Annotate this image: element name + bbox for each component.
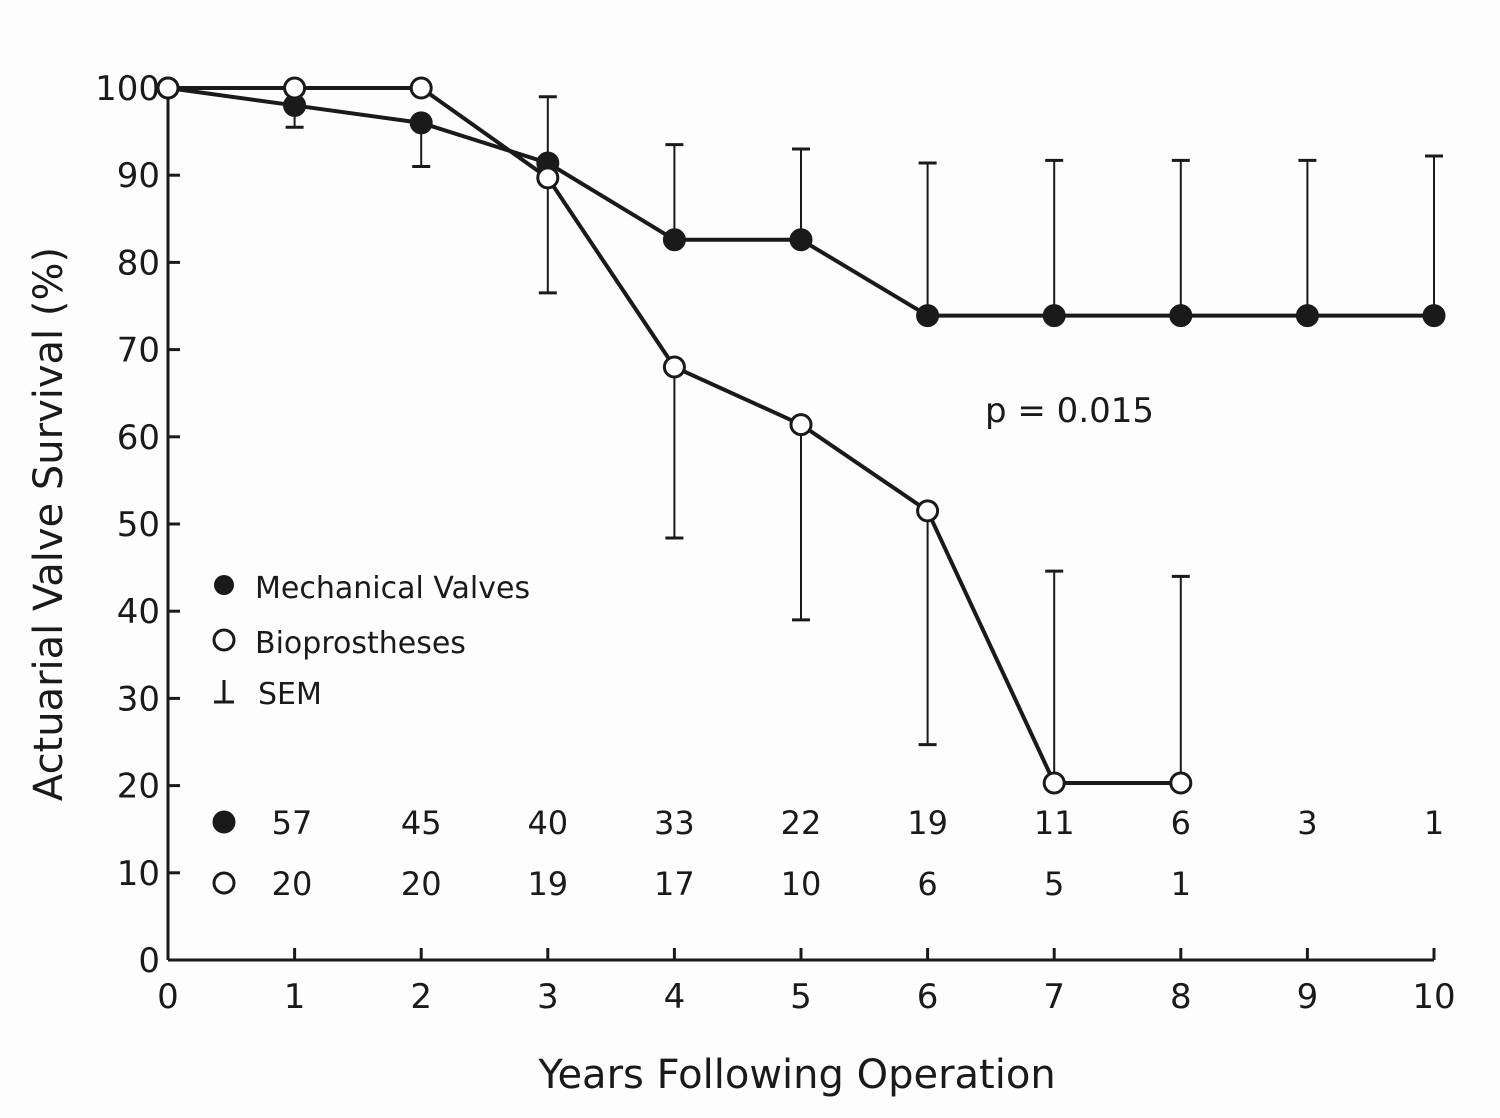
x-tick-label: 0 [157, 977, 179, 1017]
legend: Mechanical Valves Bioprostheses SEM [212, 571, 530, 712]
legend-marker-mechanical [214, 575, 234, 595]
legend-marker-sem [214, 680, 234, 704]
legend-label-mechanical: Mechanical Valves [255, 571, 530, 606]
at-risk-count: 20 [401, 865, 442, 903]
at-risk-count: 11 [1034, 804, 1075, 842]
y-tick-label: 90 [117, 156, 160, 196]
data-point-bioprostheses [662, 355, 686, 379]
y-axis-label: Actuarial Valve Survival (%) [26, 247, 72, 801]
at-risk-count: 40 [527, 804, 568, 842]
at-risk-count: 22 [781, 804, 822, 842]
marks: 57 45 40 33 22 19 11 6 3 1 20 20 19 17 10 6 5 1 [156, 76, 1446, 903]
data-point-bioprostheses [789, 413, 813, 437]
y-tick-label: 80 [117, 243, 160, 283]
data-point-bioprostheses [916, 499, 940, 523]
legend-label-bioprostheses: Bioprostheses [255, 626, 466, 661]
y-tick-label: 40 [117, 592, 160, 632]
y-tick-label: 30 [117, 679, 160, 719]
at-risk-count: 57 [272, 804, 313, 842]
at-risk-count: 6 [917, 865, 937, 903]
at-risk-count: 33 [654, 804, 695, 842]
at-risk-count: 19 [527, 865, 568, 903]
data-point-mechanical [1422, 304, 1446, 328]
data-point-mechanical [1295, 304, 1319, 328]
x-tick-label: 1 [284, 977, 306, 1017]
data-point-mechanical [662, 228, 686, 252]
data-point-mechanical [409, 111, 433, 135]
at-risk-count: 19 [907, 804, 948, 842]
at-risk-count: 10 [781, 865, 822, 903]
x-tick-label: 6 [917, 977, 939, 1017]
data-point-bioprostheses [156, 76, 180, 100]
at-risk-count: 1 [1424, 804, 1444, 842]
data-point-bioprostheses [409, 76, 433, 100]
at-risk-marker-mechanical [212, 810, 236, 834]
at-risk-count: 3 [1297, 804, 1317, 842]
at-risk-count: 6 [1171, 804, 1191, 842]
at-risk-marker-bioprostheses [212, 871, 236, 895]
data-point-bioprostheses [1042, 771, 1066, 795]
at-risk-count: 1 [1171, 865, 1191, 903]
p-value-annotation: p = 0.015 [985, 391, 1154, 431]
x-tick-label: 8 [1170, 977, 1192, 1017]
legend-label-sem: SEM [258, 677, 322, 712]
data-point-bioprostheses [283, 76, 307, 100]
data-point-mechanical [916, 304, 940, 328]
x-tick-label: 4 [664, 977, 686, 1017]
x-tick-label: 9 [1297, 977, 1319, 1017]
at-risk-count: 5 [1044, 865, 1064, 903]
y-tick-label: 60 [117, 418, 160, 458]
data-point-mechanical [1169, 304, 1193, 328]
y-tick-label: 20 [117, 767, 160, 807]
y-tick-label: 50 [117, 505, 160, 545]
y-tick-label: 0 [138, 941, 160, 981]
y-tick-label: 100 [95, 69, 160, 109]
y-tick-label: 70 [117, 331, 160, 371]
x-axis-label: Years Following Operation [537, 1052, 1055, 1098]
x-tick-label: 2 [410, 977, 432, 1017]
x-tick-label: 3 [537, 977, 559, 1017]
at-risk-count: 17 [654, 865, 695, 903]
data-point-bioprostheses [536, 166, 560, 190]
legend-marker-bioprostheses [212, 628, 236, 652]
at-risk-count: 20 [272, 865, 313, 903]
data-point-mechanical [1042, 304, 1066, 328]
x-tick-label: 10 [1412, 977, 1455, 1017]
data-point-bioprostheses [1169, 771, 1193, 795]
x-tick-label: 7 [1043, 977, 1065, 1017]
data-point-mechanical [789, 228, 813, 252]
y-tick-label: 10 [117, 854, 160, 894]
x-tick-label: 5 [790, 977, 812, 1017]
at-risk-count: 45 [401, 804, 442, 842]
